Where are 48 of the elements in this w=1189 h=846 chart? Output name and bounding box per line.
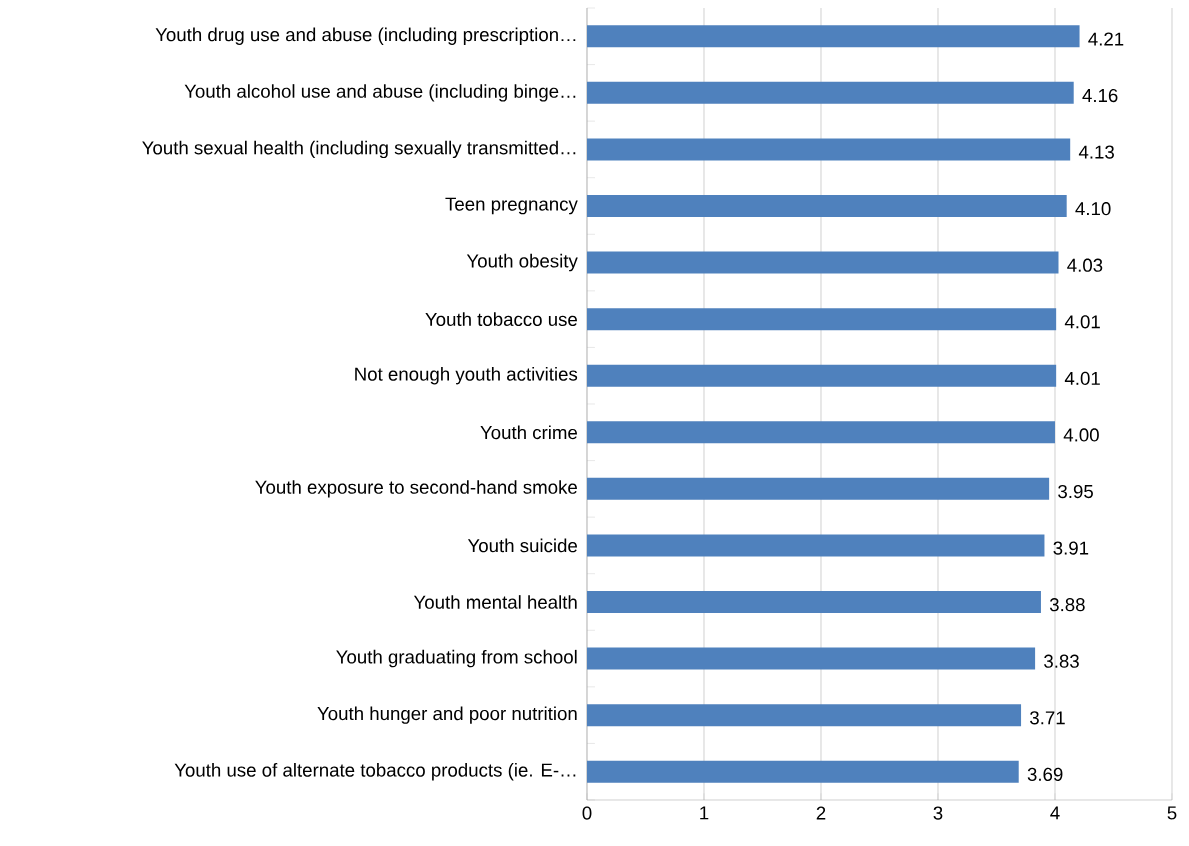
data-label: 4.03	[1067, 258, 1103, 272]
data-label: 4.13	[1078, 145, 1114, 159]
y-tick-label: Teen pregnancy	[445, 197, 578, 215]
data-label: 4.21	[1088, 32, 1124, 46]
y-tick-label: Youth hunger and poor nutrition	[317, 706, 577, 724]
bar	[587, 308, 1057, 331]
data-label: 4.16	[1082, 88, 1118, 103]
y-tick-label: Youth alcohol use and abuse (including binge…	[184, 84, 576, 102]
bar	[587, 534, 1045, 557]
y-tick-label: Youth sexual health (including sexually transmitted…	[142, 140, 576, 159]
y-tick-label: Youth use of alternate tobacco products (ie. E-…	[174, 763, 576, 781]
x-tick-label: 0	[582, 806, 592, 820]
bar	[587, 251, 1059, 274]
y-tick-label: Youth mental health	[413, 595, 577, 609]
bar	[587, 138, 1071, 161]
data-label: 4.01	[1064, 315, 1100, 329]
bar	[587, 81, 1074, 104]
x-tick-label: 4	[1050, 806, 1060, 820]
bar	[587, 591, 1041, 613]
x-tick-label: 5	[1167, 806, 1177, 820]
data-label: 4.01	[1064, 371, 1100, 385]
data-label: 3.95	[1058, 484, 1093, 499]
y-tick-label: Youth graduating from school	[336, 649, 577, 668]
data-label: 4.00	[1063, 428, 1099, 442]
y-tick-label: Youth crime	[480, 425, 578, 440]
data-label: 3.83	[1044, 654, 1079, 668]
y-tick-label: Youth drug use and abuse (including prescription…	[155, 27, 576, 45]
y-tick-label: Not enough youth activities	[355, 367, 578, 385]
data-label: 3.91	[1053, 541, 1089, 555]
x-tick-label: 2	[816, 806, 826, 820]
bar	[587, 647, 1036, 670]
x-tick-label: 1	[700, 806, 709, 820]
bar	[587, 25, 1080, 48]
bar	[587, 195, 1067, 217]
y-tick-label: Youth obesity	[466, 253, 578, 272]
data-label: 4.10	[1075, 202, 1111, 216]
bar	[587, 760, 1019, 783]
y-tick-label: Youth tobacco use	[425, 312, 577, 326]
data-label: 3.88	[1049, 598, 1085, 612]
data-label: 3.69	[1027, 767, 1063, 781]
bar	[587, 364, 1057, 387]
x-tick-label: 3	[933, 806, 943, 820]
bar	[587, 704, 1022, 727]
y-tick-label: Youth suicide	[467, 538, 577, 553]
bar	[587, 477, 1050, 500]
y-tick-label: Youth exposure to second-hand smoke	[255, 480, 577, 498]
bar	[587, 421, 1055, 444]
data-label: 3.71	[1030, 711, 1065, 725]
